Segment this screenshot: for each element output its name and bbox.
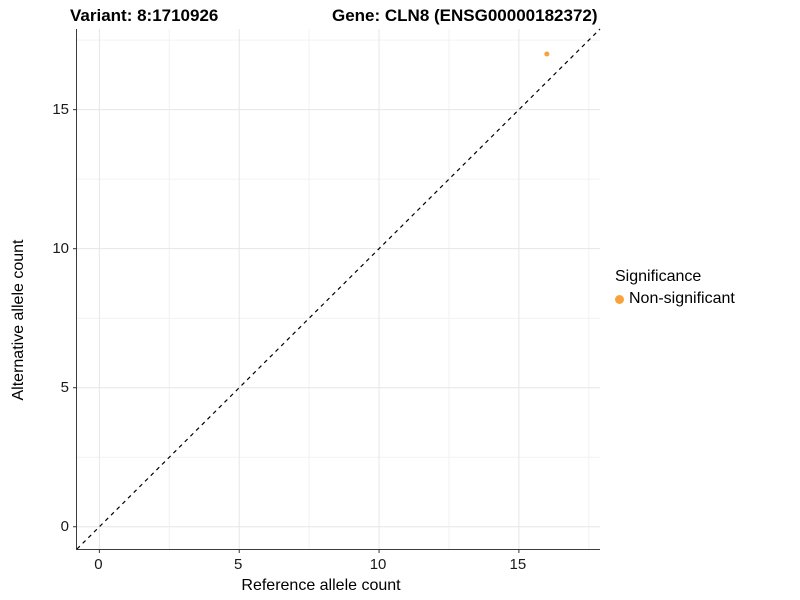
x-tick-label: 0: [94, 556, 103, 573]
legend-item-label: Non-significant: [629, 290, 735, 307]
plot-title-variant: Variant: 8:1710926: [70, 6, 219, 25]
y-tick-label: 10: [52, 239, 69, 257]
legend-item-non-significant: Non-significant: [615, 290, 735, 308]
x-tick-label: 5: [234, 556, 243, 573]
legend-title: Significance: [615, 268, 702, 285]
y-tick-label: 15: [52, 100, 69, 118]
y-tick-label: 5: [60, 378, 69, 396]
data-point: [544, 51, 550, 57]
y-axis-title: Alternative allele count: [10, 239, 27, 401]
identity-line: [76, 28, 601, 550]
x-tick-label: 10: [369, 556, 387, 573]
plot-panel: [73, 28, 601, 553]
legend: Significance Non-significant: [615, 268, 735, 308]
legend-point-icon: [615, 294, 624, 304]
chart-canvas: [73, 28, 601, 553]
y-tick-label: 0: [60, 517, 69, 535]
plot-title-gene: Gene: CLN8 (ENSG00000182372): [332, 6, 598, 25]
x-tick-label: 15: [509, 556, 527, 573]
x-axis-title: Reference allele count: [241, 577, 401, 594]
